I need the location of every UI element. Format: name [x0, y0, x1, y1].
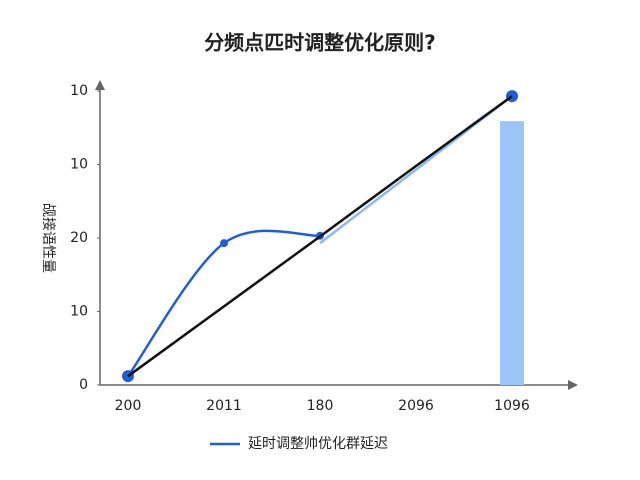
y-tick-label: 0: [79, 377, 88, 393]
y-arrow: [95, 80, 105, 90]
x-tick-label: 2096: [398, 398, 434, 414]
y-tick-label: 10: [70, 304, 88, 320]
y-tick-label: 20: [70, 230, 88, 246]
chart-title: 分频点匹时调整优化原则?: [204, 31, 436, 55]
x-tick-label: 180: [307, 398, 334, 414]
x-arrow: [568, 380, 578, 390]
y-axis-label: 觇接语性量: [40, 203, 57, 273]
x-tick-label: 200: [115, 398, 142, 414]
legend-label: 延时调整帅优化群延迟: [248, 436, 388, 452]
y-tick-label: 10: [70, 157, 88, 173]
x-tick-label: 2011: [206, 398, 242, 414]
line: [127, 95, 513, 378]
x-tick-label: 1096: [494, 398, 530, 414]
y-tick-label: 10: [70, 83, 88, 99]
point: [220, 239, 228, 248]
bar: [500, 121, 524, 385]
